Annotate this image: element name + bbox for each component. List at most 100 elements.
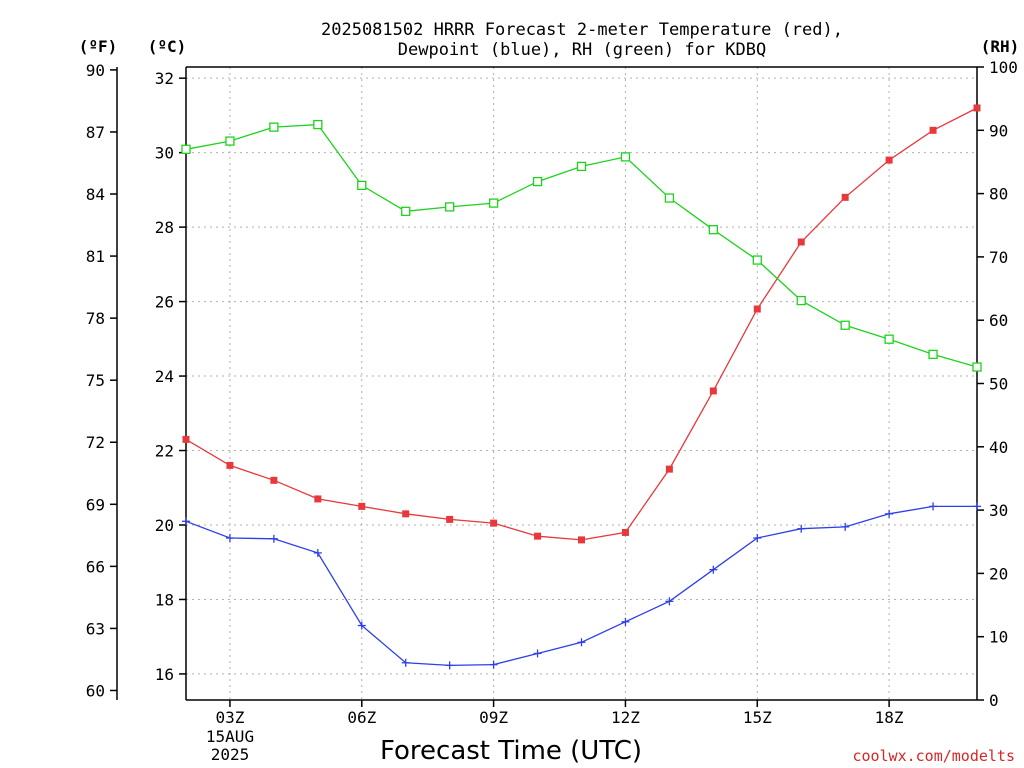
temperature-point xyxy=(402,510,410,518)
fahrenheit-tick-label: 66 xyxy=(86,557,105,576)
temperature-point xyxy=(885,156,893,164)
axis-ticks: 03Z 06Z 09Z 12Z 15Z 18Z 16 18 20 22 24 26 28 30 32 60 63… xyxy=(86,58,1018,727)
rh-tick-label: 0 xyxy=(989,691,999,710)
dewpoint-point xyxy=(973,502,981,511)
rh-point xyxy=(225,136,235,146)
dewpoint-point xyxy=(753,534,762,543)
fahrenheit-tick-label: 75 xyxy=(86,371,105,390)
chart-title-line1: 2025081502 HRRR Forecast 2-meter Tempera… xyxy=(321,20,843,40)
temperature-point xyxy=(358,502,366,510)
fahrenheit-tick-label: 81 xyxy=(86,247,105,266)
celsius-tick-label: 28 xyxy=(155,218,174,237)
dewpoint-point xyxy=(489,660,498,669)
x-tick-label: 06Z xyxy=(347,708,376,727)
date-label-year: 2025 xyxy=(211,745,250,764)
rh-point xyxy=(532,176,543,187)
x-tick-label: 03Z xyxy=(215,708,244,727)
rh-tick-label: 100 xyxy=(989,58,1018,77)
dewpoint-point xyxy=(665,597,674,606)
temperature-point xyxy=(753,305,761,313)
temperature-point xyxy=(534,532,542,540)
x-tick-label: 12Z xyxy=(611,708,640,727)
rh-point xyxy=(269,122,279,132)
fahrenheit-tick-label: 63 xyxy=(86,619,105,638)
celsius-tick-label: 18 xyxy=(155,590,174,609)
credit-text: coolwx.com/modelts xyxy=(852,747,1015,765)
temperature-point xyxy=(621,528,629,536)
temperature-point xyxy=(182,435,190,443)
rh-point xyxy=(708,225,718,235)
x-axis-label: Forecast Time (UTC) xyxy=(380,736,642,766)
rh-tick-label: 40 xyxy=(989,438,1008,457)
celsius-tick-label: 24 xyxy=(155,367,174,386)
dewpoint-point xyxy=(401,658,410,667)
fahrenheit-tick-label: 60 xyxy=(86,681,105,700)
rh-point xyxy=(488,198,499,208)
chart-title-line2: Dewpoint (blue), RH (green) for KDBQ xyxy=(398,40,766,60)
temperature-point xyxy=(226,461,234,469)
rh-point xyxy=(928,349,938,360)
rh-tick-label: 20 xyxy=(989,564,1008,583)
dewpoint-point xyxy=(841,522,850,531)
x-tick-label: 18Z xyxy=(875,708,904,727)
dewpoint-point xyxy=(621,617,630,626)
temperature-point xyxy=(973,104,981,112)
dewpoint-point xyxy=(885,509,894,518)
rh-tick-label: 80 xyxy=(989,185,1008,204)
dewpoint-point xyxy=(357,621,366,630)
rh-tick-label: 50 xyxy=(989,375,1008,394)
rh-tick-label: 90 xyxy=(989,121,1008,140)
temperature-point xyxy=(446,515,454,523)
x-tick-label: 09Z xyxy=(479,708,508,727)
fahrenheit-tick-label: 69 xyxy=(86,495,105,514)
celsius-tick-label: 32 xyxy=(155,69,174,88)
temperature-point xyxy=(578,536,585,544)
dewpoint-point xyxy=(445,661,454,670)
rh-point xyxy=(884,334,894,344)
rh-tick-label: 60 xyxy=(989,311,1008,330)
dewpoint-point xyxy=(797,524,806,533)
dewpoint-point xyxy=(709,565,718,574)
dewpoint-point xyxy=(577,638,586,647)
rh-point xyxy=(664,193,675,203)
rh-unit-label: (RH) xyxy=(981,37,1020,56)
temperature-point xyxy=(490,519,498,527)
rh-point xyxy=(181,144,191,154)
fahrenheit-tick-label: 72 xyxy=(86,433,105,452)
fahrenheit-tick-label: 87 xyxy=(86,123,105,142)
temperature-point xyxy=(665,465,673,473)
x-tick-label: 15Z xyxy=(743,708,772,727)
rh-point xyxy=(840,320,850,330)
celsius-tick-label: 30 xyxy=(155,144,174,163)
temperature-point xyxy=(709,387,717,395)
fahrenheit-unit-label: (ºF) xyxy=(79,37,118,56)
celsius-tick-label: 16 xyxy=(155,665,174,684)
fahrenheit-tick-label: 78 xyxy=(86,309,105,328)
temperature-point xyxy=(270,476,278,484)
dewpoint-point xyxy=(929,502,938,511)
rh-tick-label: 70 xyxy=(989,248,1008,267)
rh-point xyxy=(972,362,982,372)
rh-point xyxy=(796,295,806,306)
celsius-tick-label: 20 xyxy=(155,516,174,535)
rh-tick-label: 10 xyxy=(989,628,1008,647)
dewpoint-point xyxy=(313,548,322,557)
rh-point xyxy=(357,180,367,191)
temperature-point xyxy=(797,238,805,246)
axes xyxy=(116,66,978,701)
fahrenheit-tick-label: 90 xyxy=(86,61,105,80)
rh-point xyxy=(401,206,411,216)
rh-point xyxy=(576,161,587,172)
fahrenheit-tick-label: 84 xyxy=(86,185,105,204)
celsius-tick-label: 22 xyxy=(155,442,174,461)
rh-series-line xyxy=(185,123,978,368)
rh-point xyxy=(313,119,323,130)
temperature-point xyxy=(929,126,937,134)
rh-point xyxy=(752,255,762,265)
dewpoint-point xyxy=(533,649,542,658)
dewpoint-point xyxy=(269,534,278,543)
temperature-series-line xyxy=(185,107,978,541)
dewpoint-point xyxy=(225,534,234,543)
celsius-tick-label: 26 xyxy=(155,293,174,312)
